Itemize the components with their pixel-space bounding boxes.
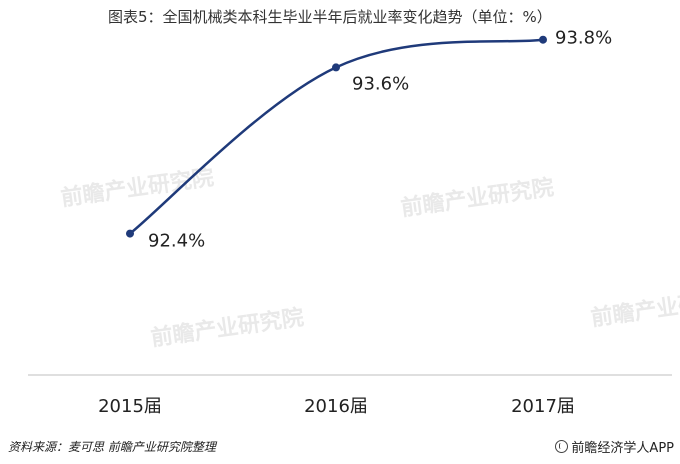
x-tick-label: 2016届 (304, 396, 368, 417)
data-label: 93.8% (555, 28, 612, 49)
data-point (126, 229, 134, 238)
brand-name: 前瞻经济学人APP (571, 441, 674, 456)
data-label: 93.6% (352, 73, 409, 94)
brand-logo-icon (555, 440, 569, 453)
x-tick-label: 2015届 (98, 396, 162, 417)
x-tick-label: 2017届 (511, 396, 575, 417)
data-point (332, 63, 340, 72)
data-point (539, 35, 547, 44)
source-label: 资料来源： (8, 440, 69, 454)
source-text: 麦可思 前瞻产业研究院整理 (68, 440, 216, 454)
chart-title: 图表5：全国机械类本科生毕业半年后就业率变化趋势（单位：%） (108, 8, 552, 26)
brand-footer: 前瞻经济学人APP (555, 437, 674, 456)
data-label: 92.4% (148, 231, 205, 252)
source-note: 资料来源：麦可思 前瞻产业研究院整理 (8, 438, 216, 455)
